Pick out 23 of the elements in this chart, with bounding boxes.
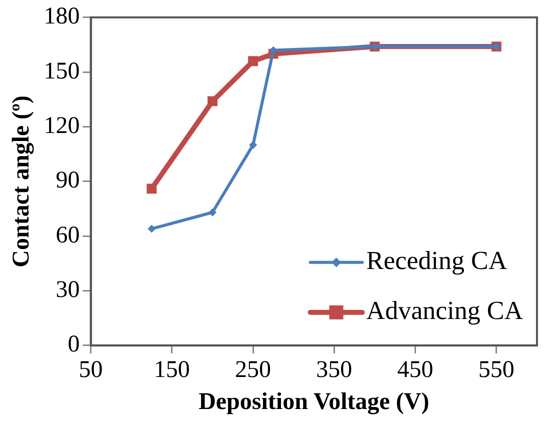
point	[249, 140, 258, 149]
legend-label: Receding CA	[366, 246, 508, 276]
x-tick-label: 50	[78, 357, 103, 384]
x-tick-label: 350	[316, 357, 352, 384]
point	[208, 208, 216, 216]
y-axis-title: Contact angle (º)	[8, 95, 35, 268]
x-tick-label: 150	[154, 357, 190, 384]
point	[146, 184, 157, 194]
x-tick-label: 550	[478, 357, 514, 384]
y-tick-label: 150	[44, 58, 80, 84]
x-tick-label: 450	[397, 357, 434, 384]
point	[208, 96, 218, 106]
y-tick-label: 60	[56, 222, 80, 248]
y-tick-label: 180	[44, 4, 80, 30]
y-tick-label: 90	[56, 168, 80, 194]
point	[148, 224, 156, 233]
y-tick-label: 30	[56, 277, 80, 304]
x-axis-title: Deposition Voltage (V)	[198, 388, 430, 415]
y-tick-label: 0	[68, 332, 80, 358]
point	[248, 56, 258, 66]
legend-label: Advancing CA	[366, 296, 524, 326]
x-tick-label: 250	[235, 357, 272, 384]
y-tick-label: 120	[44, 113, 80, 140]
